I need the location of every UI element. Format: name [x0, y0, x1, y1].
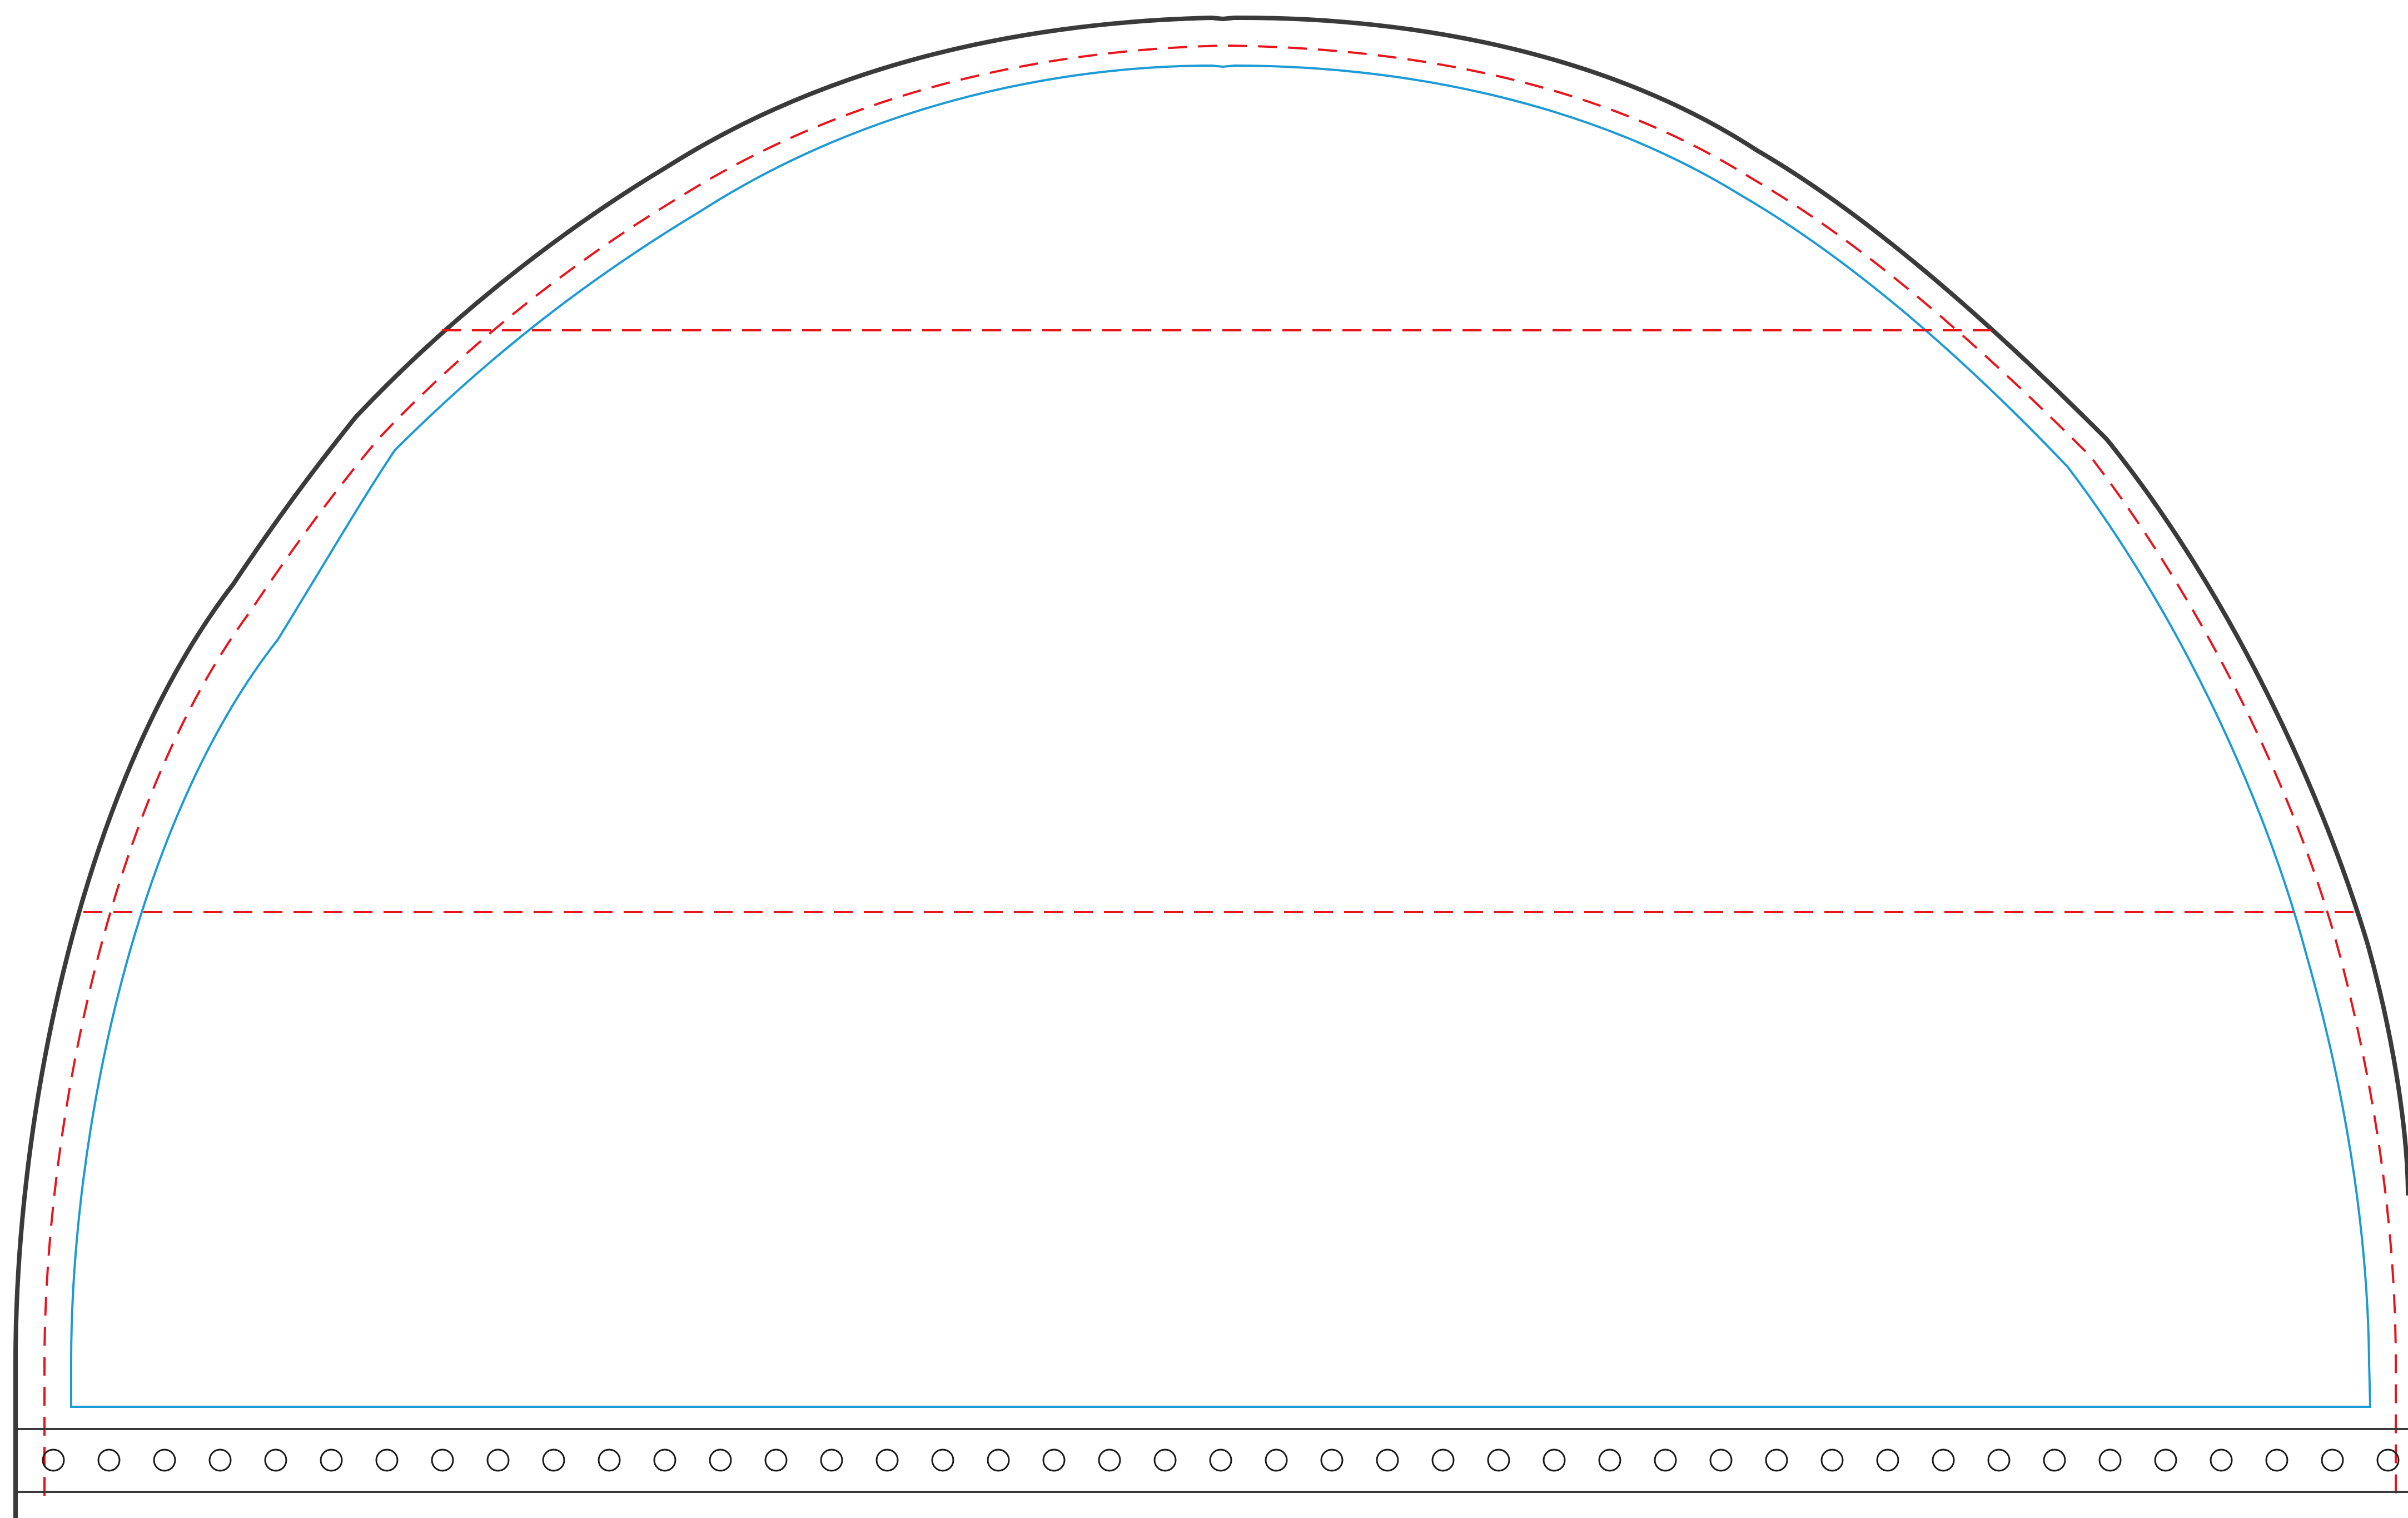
perforation-hole [1765, 1448, 1788, 1472]
perforation-hole [1820, 1448, 1844, 1472]
perforation-hole [2265, 1448, 2288, 1472]
perforation-hole [153, 1448, 176, 1472]
perforation-hole [1098, 1448, 1121, 1472]
perforation-hole [875, 1448, 899, 1472]
perforation-hole [2043, 1448, 2066, 1472]
perforation-hole [1153, 1448, 1177, 1472]
perforation-hole [709, 1448, 732, 1472]
perforation-hole [264, 1448, 287, 1472]
perforation-hole [2210, 1448, 2233, 1472]
perforation-hole [486, 1448, 510, 1472]
perforation-hole [1709, 1448, 1733, 1472]
perforation-hole [2098, 1448, 2122, 1472]
perforation-hole [542, 1448, 565, 1472]
perforation-hole [2376, 1448, 2400, 1472]
perforation-hole [2154, 1448, 2177, 1472]
perforation-hole [987, 1448, 1010, 1472]
perforation-hole [820, 1448, 843, 1472]
perforation-hole [1543, 1448, 1566, 1472]
perforation-hole [1876, 1448, 1899, 1472]
perforation-hole [1932, 1448, 1955, 1472]
perforation-hole [1209, 1448, 1232, 1472]
perforation-hole [1598, 1448, 1621, 1472]
perforation-hole [375, 1448, 399, 1472]
perforation-hole [42, 1448, 65, 1472]
perforation-hole [598, 1448, 621, 1472]
perforation-hole [1987, 1448, 2011, 1472]
perforation-hole [1265, 1448, 1288, 1472]
band-holes [42, 1448, 2400, 1472]
perforation-hole [2321, 1448, 2344, 1472]
perforation-hole [97, 1448, 121, 1472]
perforated-band [16, 1428, 2408, 1493]
inner-stitch-outline [70, 64, 2372, 1408]
perforation-hole [931, 1448, 954, 1472]
seam-allowance-arch [43, 44, 2397, 1496]
perforation-hole [653, 1448, 676, 1472]
perforation-hole [1431, 1448, 1455, 1472]
perforation-hole [320, 1448, 343, 1472]
perforation-hole [1487, 1448, 1510, 1472]
perforation-hole [431, 1448, 454, 1472]
outer-cut-arch [13, 15, 2408, 1518]
perforation-hole [1042, 1448, 1066, 1472]
perforation-hole [1654, 1448, 1677, 1472]
perforation-hole [764, 1448, 788, 1472]
perforation-hole [208, 1448, 232, 1472]
perforation-hole [1376, 1448, 1399, 1472]
perforation-hole [1320, 1448, 1344, 1472]
